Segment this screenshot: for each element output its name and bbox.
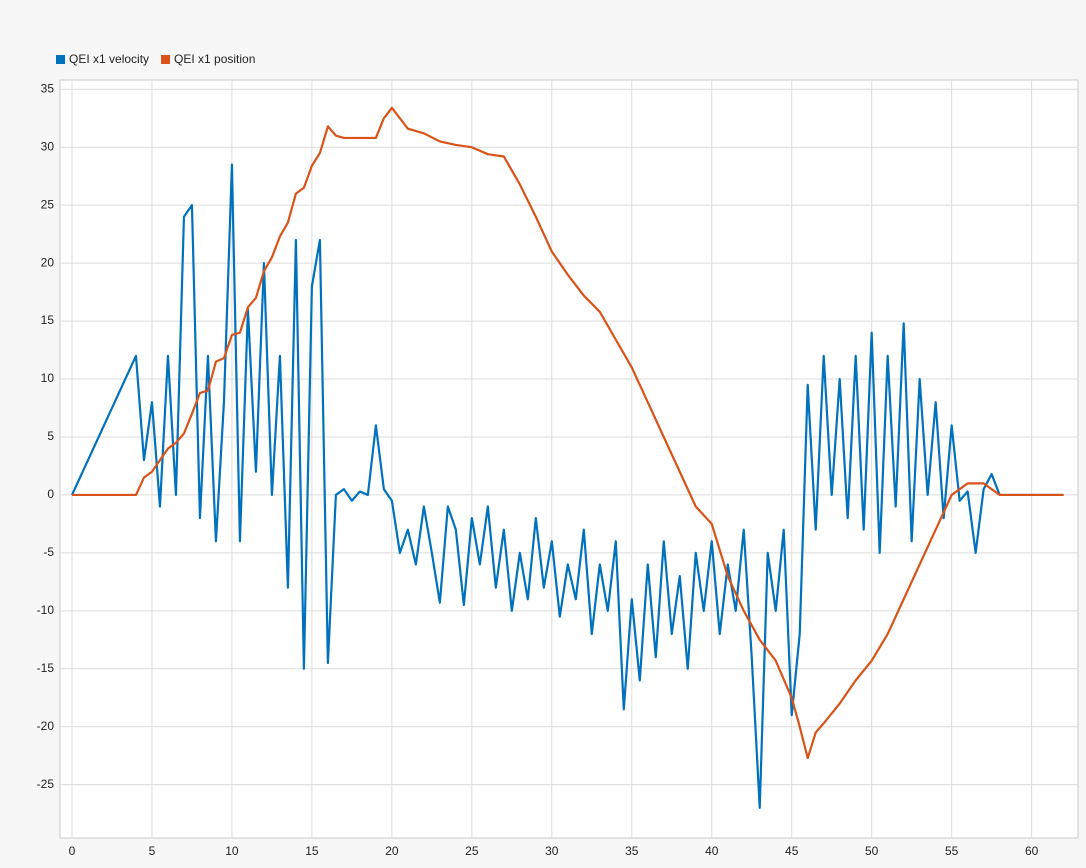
x-tick-label: 50 bbox=[865, 844, 879, 858]
x-tick-label: 0 bbox=[69, 844, 76, 858]
x-tick-label: 60 bbox=[1025, 844, 1039, 858]
series-line bbox=[71, 163, 1064, 809]
y-tick-label: 35 bbox=[41, 81, 55, 95]
y-tick-label: -25 bbox=[37, 777, 55, 791]
x-tick-label: 30 bbox=[545, 844, 559, 858]
x-tick-label: 40 bbox=[705, 844, 719, 858]
y-tick-label: 5 bbox=[47, 429, 54, 443]
y-tick-label: 30 bbox=[41, 139, 55, 153]
legend-label: QEI x1 velocity bbox=[69, 52, 149, 66]
x-tick-label: 15 bbox=[305, 844, 319, 858]
legend-swatch bbox=[161, 55, 171, 64]
y-tick-label: 10 bbox=[41, 371, 55, 385]
x-tick-label: 45 bbox=[785, 844, 799, 858]
y-tick-label: -20 bbox=[37, 719, 55, 733]
y-tick-label: -5 bbox=[43, 545, 54, 559]
x-tick-label: 35 bbox=[625, 844, 639, 858]
y-tick-label: 20 bbox=[41, 255, 55, 269]
y-tick-label: 0 bbox=[47, 487, 54, 501]
y-tick-label: -10 bbox=[37, 603, 55, 617]
series-line bbox=[72, 106, 1064, 760]
legend-swatch bbox=[56, 55, 65, 64]
x-tick-label: 5 bbox=[149, 844, 156, 858]
x-tick-label: 10 bbox=[225, 844, 239, 858]
legend-label: QEI x1 position bbox=[174, 52, 255, 66]
y-tick-label: 15 bbox=[41, 313, 55, 327]
y-tick-label: -15 bbox=[37, 661, 55, 675]
y-tick-label: 25 bbox=[41, 197, 55, 211]
x-tick-label: 55 bbox=[945, 844, 959, 858]
x-tick-label: 25 bbox=[465, 844, 479, 858]
x-tick-label: 20 bbox=[385, 844, 399, 858]
